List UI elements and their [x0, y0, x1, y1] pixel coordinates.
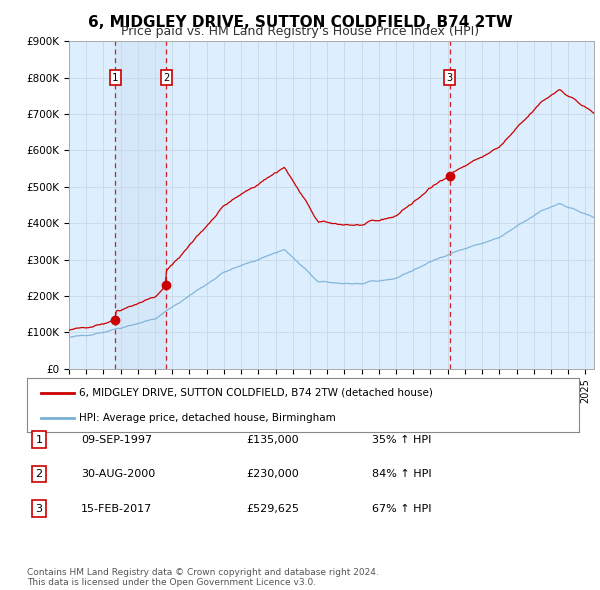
Text: 2: 2: [35, 469, 43, 478]
Text: HPI: Average price, detached house, Birmingham: HPI: Average price, detached house, Birm…: [79, 414, 336, 423]
Bar: [115, 41, 166, 369]
Text: 6, MIDGLEY DRIVE, SUTTON COLDFIELD, B74 2TW (detached house): 6, MIDGLEY DRIVE, SUTTON COLDFIELD, B74 …: [79, 388, 433, 398]
Text: 30-AUG-2000: 30-AUG-2000: [81, 469, 155, 478]
Text: 1: 1: [35, 435, 43, 444]
Text: Contains HM Land Registry data © Crown copyright and database right 2024.
This d: Contains HM Land Registry data © Crown c…: [27, 568, 379, 587]
Text: 15-FEB-2017: 15-FEB-2017: [81, 504, 152, 513]
Text: 3: 3: [446, 73, 453, 83]
Text: 09-SEP-1997: 09-SEP-1997: [81, 435, 152, 444]
Text: 6, MIDGLEY DRIVE, SUTTON COLDFIELD, B74 2TW: 6, MIDGLEY DRIVE, SUTTON COLDFIELD, B74 …: [88, 15, 512, 30]
Text: £135,000: £135,000: [246, 435, 299, 444]
Text: 1: 1: [112, 73, 118, 83]
Text: Price paid vs. HM Land Registry's House Price Index (HPI): Price paid vs. HM Land Registry's House …: [121, 25, 479, 38]
Text: 3: 3: [35, 504, 43, 513]
Text: £529,625: £529,625: [246, 504, 299, 513]
Text: 35% ↑ HPI: 35% ↑ HPI: [372, 435, 431, 444]
Text: 2: 2: [163, 73, 170, 83]
Text: £230,000: £230,000: [246, 469, 299, 478]
Text: 84% ↑ HPI: 84% ↑ HPI: [372, 469, 431, 478]
Text: 67% ↑ HPI: 67% ↑ HPI: [372, 504, 431, 513]
